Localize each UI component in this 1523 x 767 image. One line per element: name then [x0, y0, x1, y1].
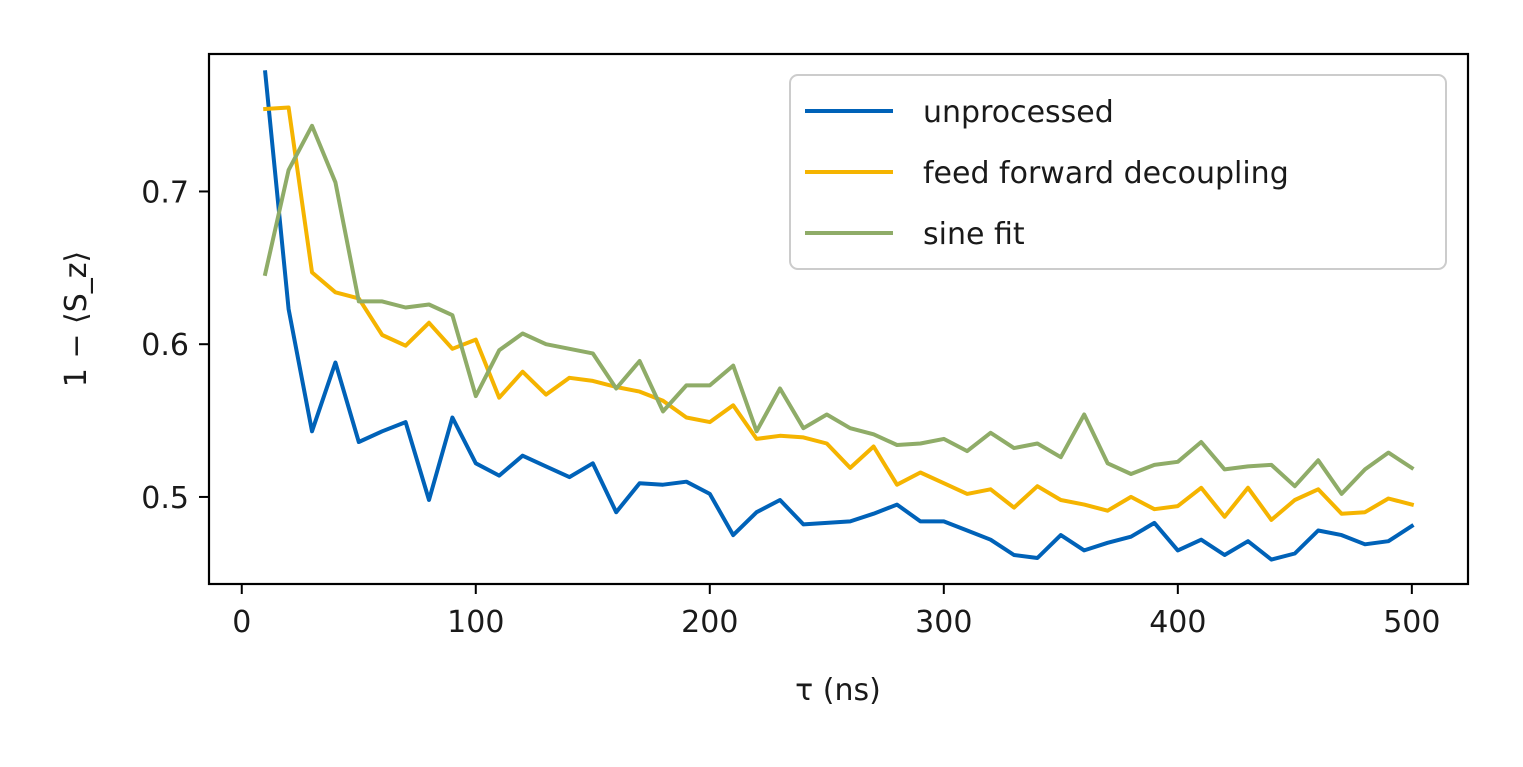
legend-box: [789, 74, 1447, 270]
legend-label-2: sine fit: [923, 217, 1025, 252]
series-line-0: [263, 70, 1415, 562]
plot-area: [262, 70, 1415, 562]
x-tick-label-5: 500: [1383, 605, 1440, 640]
y-tick-label-1: 0.6: [141, 328, 189, 363]
y-tick-label-2: 0.7: [141, 175, 189, 210]
x-tick-label-4: 400: [1149, 605, 1206, 640]
x-tick-label-2: 200: [681, 605, 738, 640]
plot-frame: [207, 52, 1470, 586]
y-axis-label: 1 − ⟨S_z⟩: [59, 251, 94, 388]
x-tick-label-3: 300: [915, 605, 972, 640]
y-tick-label-0: 0.5: [141, 481, 189, 516]
series-line-2: [262, 123, 1415, 496]
x-axis: 0 100 200 300 400 500: [232, 584, 1440, 640]
x-tick-label-0: 0: [232, 605, 251, 640]
x-axis-label: τ (ns): [795, 673, 881, 708]
legend-label-0: unprocessed: [923, 95, 1114, 130]
legend-label-1: feed forward decoupling: [923, 156, 1289, 191]
x-tick-label-1: 100: [447, 605, 504, 640]
legend: unprocessed feed forward decoupling sine f…: [789, 74, 1447, 270]
y-axis: 0.5 0.6 0.7: [141, 175, 209, 516]
series-line-1: [263, 105, 1415, 522]
